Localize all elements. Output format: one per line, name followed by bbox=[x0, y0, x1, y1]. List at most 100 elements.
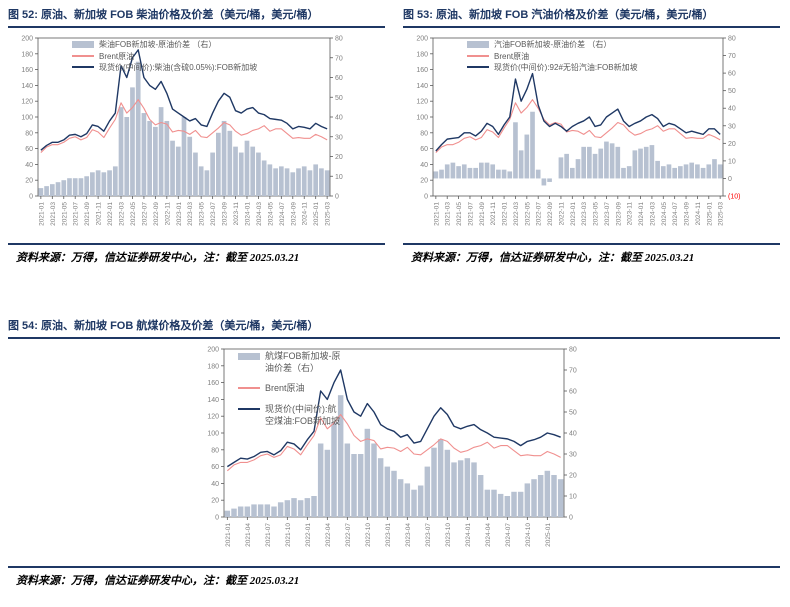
x-axis-tick: 2023-09 bbox=[615, 202, 622, 226]
x-axis-tick: 2023-03 bbox=[187, 202, 194, 226]
left-axis-tick: 180 bbox=[21, 51, 33, 58]
legend-item: Brent原油 bbox=[238, 383, 342, 395]
left-axis-tick: 140 bbox=[416, 83, 428, 90]
x-axis-tick: 2021-07 bbox=[265, 523, 272, 547]
left-axis-tick: 0 bbox=[29, 194, 33, 201]
x-axis-tick: 2022-01 bbox=[305, 523, 312, 547]
figure-52-source-note: 资料来源：万得，信达证券研发中心，注：截至 2025.03.21 bbox=[8, 243, 385, 269]
legend-label: 航煤FOB新加坡-原油价差（右） bbox=[265, 351, 341, 373]
x-axis-tick: 2024-04 bbox=[485, 523, 492, 547]
left-axis-tick: 200 bbox=[416, 36, 428, 43]
right-axis-tick: 30 bbox=[728, 123, 736, 130]
figure-52-chart: 0 20 40 60 80 100 120 140 160 180 200 0 10 20 30 40 50 60… bbox=[8, 32, 385, 241]
right-axis-tick: 10 bbox=[335, 174, 343, 181]
x-axis-tick: 2022-11 bbox=[558, 202, 565, 226]
x-axis-tick: 2022-03 bbox=[513, 202, 520, 226]
left-axis-tick: 40 bbox=[420, 162, 428, 169]
x-axis-tick: 2021-01 bbox=[38, 202, 45, 226]
right-axis-tick: 20 bbox=[728, 141, 736, 148]
x-axis-tick: 2022-05 bbox=[130, 202, 137, 226]
right-axis-tick: 80 bbox=[728, 36, 736, 43]
x-axis-tick: 2024-07 bbox=[505, 523, 512, 547]
x-axis-tick: 2023-05 bbox=[593, 202, 600, 226]
figure-54-chart: 0 20 40 60 80 100 120 140 160 180 200 0 10 20 30 40 50 60… bbox=[192, 341, 596, 564]
x-axis-tick: 2023-01 bbox=[385, 523, 392, 547]
right-axis-tick: 0 bbox=[335, 194, 339, 201]
figure-52-title: 图 52: 原油、新加坡 FOB 柴油价格及价差（美元/桶，美元/桶） bbox=[8, 6, 385, 28]
left-axis-tick: 80 bbox=[211, 447, 219, 454]
left-axis-tick: 200 bbox=[21, 36, 33, 43]
x-axis-tick: 2024-07 bbox=[279, 202, 286, 226]
x-axis-tick: 2021-10 bbox=[285, 523, 292, 547]
x-axis-tick: 2023-09 bbox=[222, 202, 229, 226]
right-axis-tick: 70 bbox=[335, 55, 343, 62]
x-axis-tick: 2022-07 bbox=[141, 202, 148, 226]
x-axis-tick: 2021-01 bbox=[433, 202, 440, 226]
chart-legend: 航煤FOB新加坡-原油价差（右） Brent原油 现货价(中间价):航空煤油:FOB… bbox=[238, 351, 342, 436]
figure-53-title: 图 53: 原油、新加坡 FOB 汽油价格及价差（美元/桶，美元/桶） bbox=[403, 6, 780, 28]
x-axis-tick: 2023-10 bbox=[445, 523, 452, 547]
x-axis-tick: 2024-09 bbox=[684, 202, 691, 226]
x-axis-tick: 2022-04 bbox=[325, 523, 332, 547]
legend-bar-swatch bbox=[72, 41, 94, 48]
x-axis-tick: 2023-05 bbox=[199, 202, 206, 226]
legend-line-swatch bbox=[467, 66, 489, 69]
x-axis-tick: 2023-01 bbox=[570, 202, 577, 226]
x-axis-tick: 2025-01 bbox=[706, 202, 713, 226]
x-axis-tick: 2024-11 bbox=[695, 202, 702, 226]
x-axis-tick: 2024-03 bbox=[649, 202, 656, 226]
left-axis-tick: 0 bbox=[424, 194, 428, 201]
x-axis-tick: 2022-01 bbox=[107, 202, 114, 226]
right-axis-tick: 0 bbox=[728, 176, 732, 183]
left-axis-tick: 80 bbox=[420, 130, 428, 137]
x-axis-tick: 2025-01 bbox=[313, 202, 320, 226]
left-axis-tick: 100 bbox=[21, 115, 33, 122]
x-axis-tick: 2024-09 bbox=[290, 202, 297, 226]
left-axis-tick: 60 bbox=[25, 146, 33, 153]
right-axis-tick: 70 bbox=[569, 368, 577, 375]
legend-label: Brent原油 bbox=[265, 383, 305, 394]
legend-item: Brent原油 bbox=[467, 51, 717, 63]
left-axis-tick: 200 bbox=[207, 347, 219, 354]
right-axis-tick: 40 bbox=[728, 106, 736, 113]
legend-item: 现货价(中间价):柴油(含硫0.05%):FOB新加坡 bbox=[72, 62, 322, 74]
legend-bar-swatch bbox=[467, 41, 489, 48]
right-axis-tick: 40 bbox=[335, 115, 343, 122]
x-axis-tick: 2024-07 bbox=[672, 202, 679, 226]
right-axis-tick: 80 bbox=[569, 347, 577, 354]
left-axis-tick: 80 bbox=[25, 130, 33, 137]
legend-line-swatch bbox=[238, 408, 260, 411]
figure-52-panel: 图 52: 原油、新加坡 FOB 柴油价格及价差（美元/桶，美元/桶） 0 20 4… bbox=[0, 0, 395, 269]
x-axis-tick: 2022-05 bbox=[524, 202, 531, 226]
chart-svg: 0 20 40 60 80 100 120 140 160 180 200 0 10 20 30 40 50 60… bbox=[207, 347, 577, 547]
left-axis-tick: 40 bbox=[211, 481, 219, 488]
x-axis-tick: 2021-03 bbox=[50, 202, 57, 226]
legend-label: 汽油FOB新加坡-原油价差 （右） bbox=[494, 40, 612, 49]
legend-item: 现货价(中间价):92#无铅汽油:FOB新加坡 bbox=[467, 62, 717, 74]
right-axis-tick: 30 bbox=[569, 452, 577, 459]
x-axis-tick: 2024-10 bbox=[525, 523, 532, 547]
right-axis-tick: 50 bbox=[569, 410, 577, 417]
figure-53-source-note: 资料来源：万得，信达证券研发中心，注：截至 2025.03.21 bbox=[403, 243, 780, 269]
x-axis-tick: 2024-01 bbox=[638, 202, 645, 226]
x-axis-tick: 2021-01 bbox=[225, 523, 232, 547]
right-axis-tick: 30 bbox=[335, 134, 343, 141]
legend-label: Brent原油 bbox=[494, 51, 530, 61]
right-axis-tick: 60 bbox=[335, 75, 343, 82]
x-axis-tick: 2021-11 bbox=[490, 202, 497, 226]
right-axis-tick: 20 bbox=[569, 473, 577, 480]
figure-54-title: 图 54: 原油、新加坡 FOB 航煤价格及价差（美元/桶，美元/桶） bbox=[8, 317, 780, 339]
x-axis-tick: 2021-07 bbox=[467, 202, 474, 226]
left-axis-tick: 140 bbox=[21, 83, 33, 90]
x-axis-tick: 2022-10 bbox=[365, 523, 372, 547]
right-axis-tick: 0 bbox=[569, 515, 573, 522]
left-axis-tick: 160 bbox=[416, 67, 428, 74]
x-axis-tick: 2022-11 bbox=[164, 202, 171, 226]
legend-line-swatch bbox=[238, 387, 260, 390]
x-axis-tick: 2023-07 bbox=[425, 523, 432, 547]
x-axis-tick: 2023-11 bbox=[627, 202, 634, 226]
x-axis-tick: 2022-07 bbox=[345, 523, 352, 547]
legend-line-swatch bbox=[72, 54, 94, 57]
right-axis-tick: 50 bbox=[335, 95, 343, 102]
left-axis-tick: 180 bbox=[416, 51, 428, 58]
